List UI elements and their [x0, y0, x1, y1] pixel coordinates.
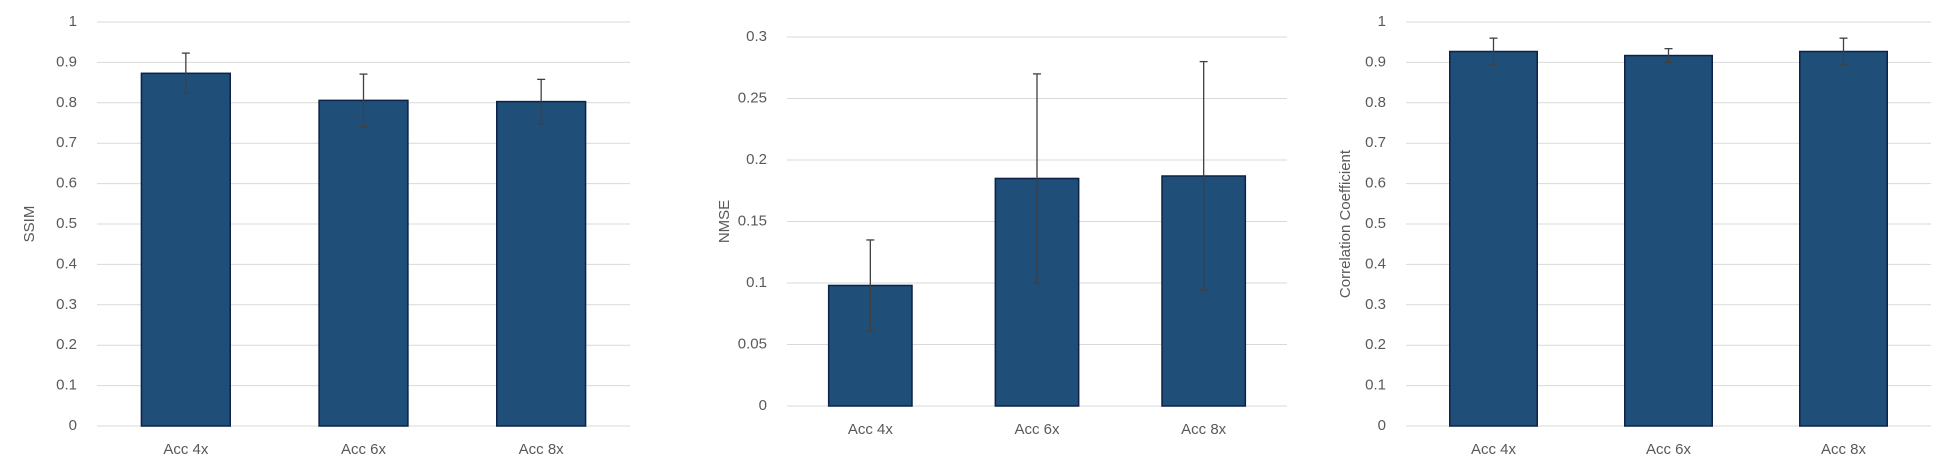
- y-tick-label: 0.2: [746, 151, 767, 168]
- bar: [140, 72, 232, 427]
- y-tick-label: 1: [1378, 13, 1386, 30]
- y-tick-label: 0.5: [1365, 215, 1386, 232]
- x-tick-label: Acc 4x: [1471, 441, 1517, 458]
- x-tick-label: Acc 6x: [1014, 421, 1060, 438]
- x-tick-label: Acc 8x: [1821, 441, 1867, 458]
- y-tick-label: 0.8: [1365, 94, 1386, 111]
- y-tick-label: 0.25: [738, 89, 767, 106]
- y-tick-label: 0.8: [56, 94, 77, 111]
- y-tick-label: 0: [1378, 417, 1386, 434]
- y-tick-label: 0.3: [746, 28, 767, 45]
- y-tick-label: 0.9: [56, 53, 77, 70]
- bar: [496, 100, 587, 427]
- y-tick-label: 0.3: [1365, 296, 1386, 313]
- y-tick-label: 0.1: [1365, 377, 1386, 394]
- y-tick-label: 0.4: [56, 255, 77, 272]
- bar: [1624, 54, 1713, 427]
- y-tick-label: 0.7: [56, 134, 77, 151]
- y-tick-label: 0.05: [738, 335, 767, 352]
- y-tick-label: 0.4: [1365, 255, 1386, 272]
- bar: [318, 99, 409, 427]
- x-tick-label: Acc 4x: [163, 441, 209, 458]
- x-tick-label: Acc 8x: [1181, 421, 1227, 438]
- y-axis-label: Correlation Coefficient: [1337, 149, 1354, 298]
- y-axis-label: NMSE: [716, 200, 733, 243]
- y-tick-label: 0.1: [746, 274, 767, 291]
- y-axis-label: SSIM: [21, 206, 38, 243]
- bar: [1799, 50, 1888, 427]
- y-tick-label: 1: [69, 13, 77, 30]
- y-tick-label: 0.9: [1365, 53, 1386, 70]
- y-tick-label: 0.2: [1365, 336, 1386, 353]
- y-tick-label: 0.2: [56, 336, 77, 353]
- x-tick-label: Acc 4x: [848, 421, 894, 438]
- y-tick-label: 0.15: [738, 212, 767, 229]
- y-tick-label: 0: [759, 397, 767, 414]
- x-tick-label: Acc 6x: [1646, 441, 1692, 458]
- y-tick-label: 0.6: [56, 175, 77, 192]
- y-tick-label: 0.7: [1365, 134, 1386, 151]
- y-tick-label: 0.1: [56, 377, 77, 394]
- y-tick-label: 0.3: [56, 296, 77, 313]
- y-tick-label: 0.5: [56, 215, 77, 232]
- y-tick-label: 0.6: [1365, 175, 1386, 192]
- x-tick-label: Acc 6x: [341, 441, 387, 458]
- y-tick-label: 0: [69, 417, 77, 434]
- x-tick-label: Acc 8x: [519, 441, 565, 458]
- bar: [1449, 50, 1538, 427]
